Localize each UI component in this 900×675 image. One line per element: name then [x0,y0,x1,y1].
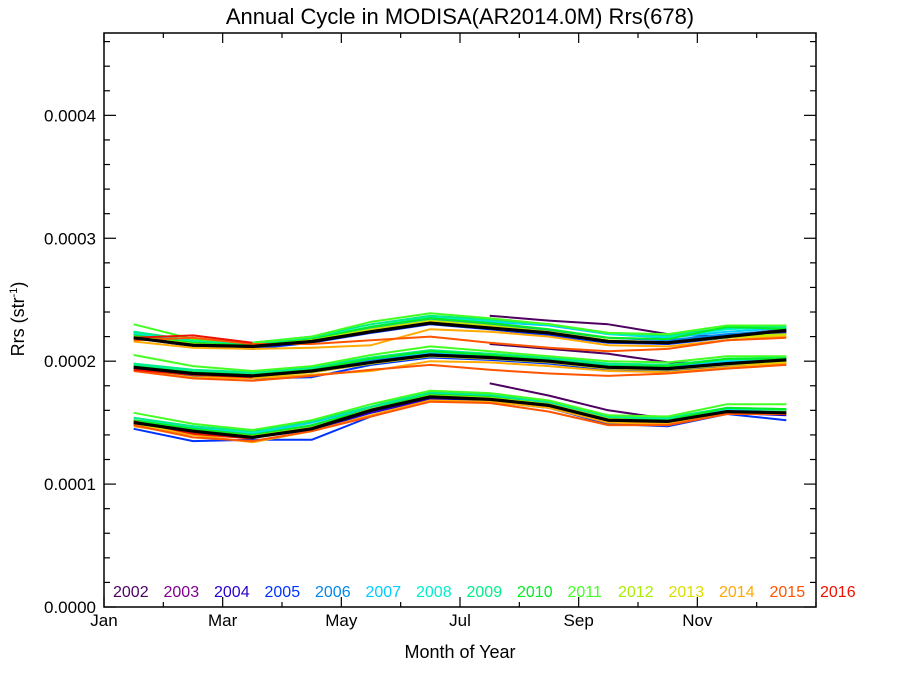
legend-item-2016: 2016 [820,584,856,601]
chart-title: Annual Cycle in MODISA(AR2014.0M) Rrs(67… [226,4,694,29]
legend-item-2009: 2009 [467,584,503,601]
y-tick-label: 0.0000 [44,598,96,617]
legend-item-2014: 2014 [719,584,755,601]
y-axis-label-main: Rrs (str [8,297,28,356]
legend-item-2015: 2015 [770,584,806,601]
legend-item-2012: 2012 [618,584,654,601]
x-tick-label: Mar [208,611,238,630]
x-tick-label: Jul [449,611,471,630]
y-tick-label: 0.0003 [44,229,96,248]
series-line-2009-lower [133,390,787,433]
axis-ticks: Jan Mar May Jul Sep Nov 0.0000 0.0001 0.0002 0.00… [44,33,817,630]
series-line-2016-upper [133,334,253,344]
x-tick-label: Jan [90,611,117,630]
legend-item-2008: 2008 [416,584,452,601]
series-line-2015-upper [133,335,787,353]
x-tick-label: May [325,611,358,630]
legend-item-2004: 2004 [214,584,250,601]
climatology-line-lower [133,395,787,439]
climatology-line-middle [133,353,787,378]
x-tick-label: Sep [564,611,594,630]
legend-item-2013: 2013 [669,584,705,601]
y-tick-label: 0.0004 [44,106,96,125]
series-line-2014-middle [133,360,787,380]
legend-item-2010: 2010 [517,584,553,601]
y-axis-label-superscript: -1 [8,288,20,298]
x-axis-label: Month of Year [404,642,515,662]
series-line-2015-lower [133,400,787,443]
climatology-line-upper [133,321,787,348]
legend-item-2003: 2003 [164,584,200,601]
y-tick-label: 0.0001 [44,475,96,494]
climatology-lines [133,321,787,439]
legend-item-2002: 2002 [113,584,149,601]
series-line-2014-upper [133,328,787,350]
series-line-2011-middle [133,345,787,372]
legend-item-2006: 2006 [315,584,351,601]
y-tick-label: 0.0002 [44,352,96,371]
legend-item-2007: 2007 [366,584,402,601]
legend: 2002 2003 2004 2005 2006 2007 2008 2009 2010 2011… [113,584,856,601]
legend-item-2011: 2011 [568,584,603,601]
legend-item-2005: 2005 [265,584,301,601]
series-line-2015-middle [133,363,787,382]
series-line-2011-lower [133,389,787,431]
x-tick-label: Nov [682,611,713,630]
y-axis-label: Rrs (str-1) [8,282,28,357]
series-lines [133,312,787,444]
y-axis-label-close: ) [8,282,28,288]
